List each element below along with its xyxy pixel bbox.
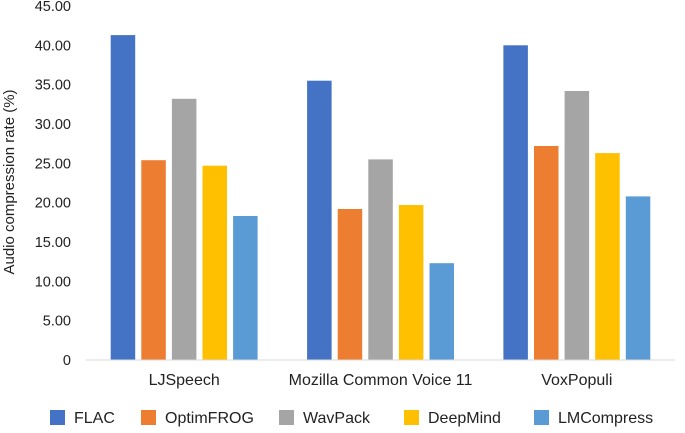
y-tick-label: 40.00 [35,38,71,54]
y-tick-label: 45.00 [35,0,71,15]
y-tick-label: 20.00 [35,196,71,212]
bar-wavpack-2 [564,91,590,360]
legend-label-wavpack: WavPack [303,410,371,427]
bar-lmcompress-1 [429,263,454,360]
bars [110,35,651,361]
bar-lmcompress-2 [625,196,651,360]
y-axis-ticks: 0 5.00 10.00 15.00 20.00 25.00 30.00 35.00 40.00… [35,0,71,369]
y-tick-label: 25.00 [35,156,71,172]
y-tick-label: 15.00 [35,235,71,251]
y-tick-label: 35.00 [35,78,71,94]
bar-deepmind-1 [398,205,424,360]
bar-optimfrog-1 [337,209,363,360]
legend-label-flac: FLAC [74,410,115,427]
legend-label-deepmind: DeepMind [428,410,501,427]
legend: FLAC OptimFROG WavPack DeepMind LMCompress [50,410,653,427]
legend-swatch-optimfrog [141,410,156,425]
legend-swatch-flac [50,410,65,425]
bar-flac-2 [503,45,528,361]
legend-swatch-wavpack [279,410,294,425]
bar-wavpack-1 [368,159,393,360]
bar-deepmind-0 [202,165,227,360]
bar-deepmind-2 [595,153,620,360]
legend-label-lmcompress: LMCompress [558,410,653,427]
y-tick-label: 30.00 [35,117,71,133]
legend-swatch-lmcompress [534,410,549,425]
bar-flac-0 [110,35,136,360]
x-axis-labels: LJSpeech Mozilla Common Voice 11 VoxPopuli [149,372,613,389]
y-tick-label: 5.00 [43,314,71,330]
bar-flac-1 [307,80,332,360]
y-axis-title: Audio compression rate (%) [1,89,18,274]
bar-optimfrog-0 [141,160,166,360]
x-category-label: LJSpeech [149,372,220,389]
bar-lmcompress-0 [233,216,258,360]
x-category-label: VoxPopuli [541,372,612,389]
legend-swatch-deepmind [404,410,419,425]
y-tick-label: 0 [63,353,71,369]
bar-optimfrog-2 [534,146,559,360]
bar-wavpack-0 [171,98,197,361]
y-tick-label: 10.00 [35,274,71,290]
x-category-label: Mozilla Common Voice 11 [289,372,473,389]
legend-label-optimfrog: OptimFROG [165,410,254,427]
